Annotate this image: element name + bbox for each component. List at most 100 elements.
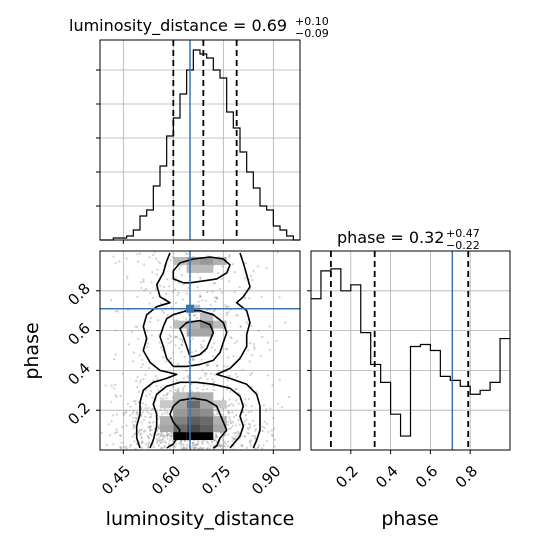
- sample-point: [158, 436, 161, 439]
- sample-point: [160, 447, 163, 450]
- x-tick-label: 0.8: [452, 462, 482, 492]
- sample-point: [140, 366, 143, 369]
- sample-point: [152, 421, 155, 424]
- sample-point: [132, 351, 135, 354]
- sample-point: [145, 409, 148, 412]
- sample-point: [182, 446, 185, 449]
- sample-point: [165, 292, 168, 296]
- sample-point: [201, 345, 204, 348]
- sample-point: [169, 435, 173, 438]
- sample-point: [162, 397, 165, 400]
- sample-point: [180, 338, 184, 341]
- sample-point: [251, 419, 255, 422]
- density-cell: [200, 400, 214, 409]
- sample-point: [182, 283, 185, 286]
- sample-point: [162, 433, 165, 437]
- sample-point: [245, 446, 248, 449]
- sample-point: [226, 379, 229, 382]
- sample-point: [213, 349, 216, 352]
- sample-point: [134, 400, 137, 403]
- sample-point: [215, 436, 218, 439]
- sample-point: [215, 296, 218, 299]
- sample-point: [180, 344, 183, 347]
- sample-point: [170, 437, 173, 440]
- contour-line: [135, 252, 178, 449]
- sample-point: [131, 435, 134, 438]
- panel-title-sup: +0.10: [295, 15, 329, 28]
- sample-point: [111, 414, 115, 417]
- sample-point: [115, 413, 118, 416]
- sample-point: [161, 310, 164, 313]
- sample-point: [248, 440, 251, 443]
- sample-point: [156, 268, 159, 271]
- sample-point: [138, 428, 142, 431]
- sample-point: [132, 425, 135, 428]
- sample-point: [247, 428, 250, 431]
- sample-point: [133, 400, 136, 403]
- sample-point: [160, 346, 163, 349]
- sample-point: [163, 440, 166, 443]
- sample-point: [129, 405, 132, 408]
- sample-point: [226, 374, 229, 377]
- sample-point: [247, 411, 250, 414]
- sample-point: [229, 426, 232, 430]
- sample-point: [151, 271, 154, 274]
- panel-title-sub: −0.22: [446, 239, 480, 252]
- sample-point: [211, 378, 214, 381]
- contour-lines: [135, 252, 261, 449]
- sample-point: [156, 439, 159, 442]
- panel-title-main: luminosity_distance = 0.69: [69, 16, 287, 36]
- sample-point: [227, 311, 230, 314]
- sample-point: [216, 412, 219, 415]
- sample-point: [226, 365, 229, 368]
- sample-point: [171, 440, 174, 443]
- x-tick-label: 0.75: [198, 462, 234, 498]
- sample-point: [213, 409, 216, 412]
- sample-point: [133, 433, 136, 436]
- sample-point: [240, 444, 243, 447]
- sample-point: [180, 443, 184, 446]
- sample-point: [155, 437, 158, 440]
- sample-point: [241, 445, 244, 448]
- sample-point: [139, 433, 142, 436]
- sample-point: [232, 437, 235, 440]
- sample-point: [168, 357, 171, 360]
- sample-point: [259, 354, 262, 357]
- sample-point: [169, 390, 172, 393]
- sample-point: [183, 439, 186, 442]
- sample-point: [172, 351, 175, 354]
- density-cell: [160, 416, 174, 425]
- sample-point: [198, 294, 202, 297]
- panel-title-sub: −0.09: [295, 27, 329, 40]
- sample-point: [144, 403, 147, 406]
- sample-point: [93, 284, 95, 286]
- sample-point: [125, 447, 128, 450]
- sample-point: [250, 410, 253, 413]
- sample-point: [206, 388, 209, 391]
- sample-point: [110, 384, 113, 387]
- sample-point: [228, 375, 231, 378]
- sample-point: [231, 421, 234, 424]
- sample-point: [226, 433, 229, 436]
- density-cell: [186, 416, 200, 425]
- sample-point: [262, 444, 265, 447]
- sample-point: [147, 436, 150, 439]
- sample-point: [129, 443, 133, 446]
- sample-point: [266, 374, 269, 377]
- sample-point: [228, 418, 231, 421]
- sample-point: [234, 437, 237, 440]
- sample-point: [183, 385, 186, 388]
- sample-point: [166, 314, 169, 317]
- sample-point: [163, 411, 166, 414]
- sample-point: [149, 320, 152, 323]
- sample-point: [168, 439, 171, 442]
- sample-point: [254, 429, 257, 432]
- sample-point: [243, 297, 247, 300]
- sample-point: [176, 363, 179, 366]
- sample-point: [214, 439, 217, 442]
- sample-point: [140, 281, 143, 284]
- sample-point: [140, 421, 143, 424]
- density-cell: [200, 432, 214, 441]
- sample-point: [213, 342, 216, 345]
- sample-point: [174, 446, 177, 449]
